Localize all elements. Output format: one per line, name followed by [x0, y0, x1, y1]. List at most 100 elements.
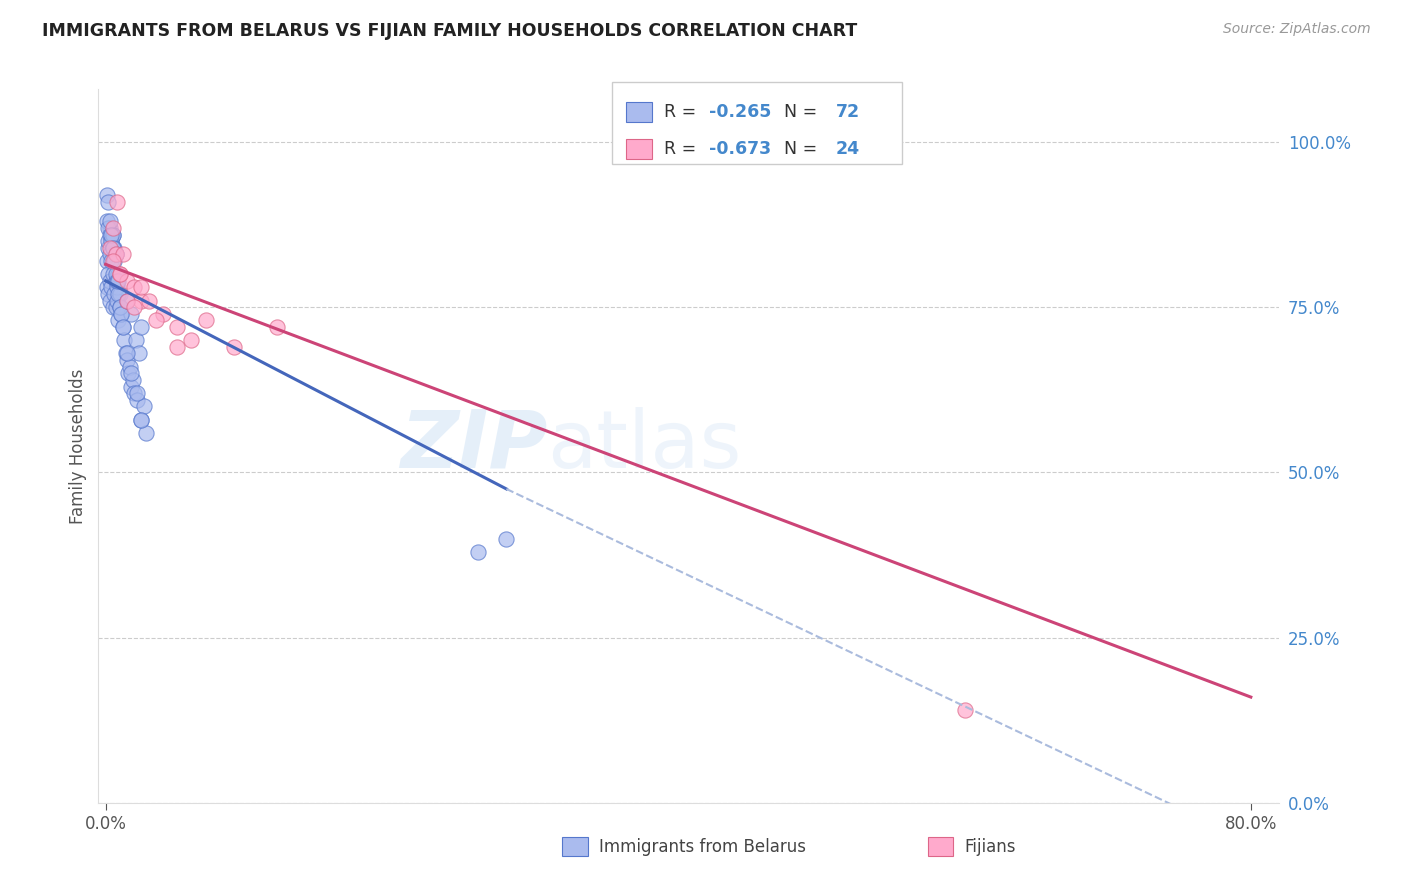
Point	[115, 274, 138, 288]
Point	[122, 300, 145, 314]
Point	[105, 293, 128, 308]
Point	[100, 234, 122, 248]
Point	[131, 320, 153, 334]
Point	[101, 227, 124, 242]
Point	[97, 194, 120, 209]
Text: N =: N =	[773, 140, 823, 159]
Point	[103, 287, 125, 301]
Point	[118, 359, 141, 374]
Bar	[626, 139, 652, 160]
Text: -0.265: -0.265	[709, 103, 772, 121]
Point	[104, 247, 127, 261]
Point	[100, 227, 122, 242]
Point	[108, 300, 131, 314]
Point	[104, 274, 127, 288]
Point	[98, 227, 121, 242]
Point	[96, 188, 118, 202]
Point	[101, 241, 124, 255]
Text: 24: 24	[835, 140, 859, 159]
Point	[152, 307, 174, 321]
Bar	[626, 103, 652, 122]
Point	[98, 221, 121, 235]
Point	[128, 346, 150, 360]
Point	[115, 293, 138, 308]
Text: ZIP: ZIP	[399, 407, 547, 485]
Point	[120, 307, 142, 321]
Point	[104, 300, 127, 314]
Text: N =: N =	[773, 103, 823, 121]
Point	[104, 247, 127, 261]
Point	[98, 241, 121, 255]
Point	[131, 280, 153, 294]
Text: Immigrants from Belarus: Immigrants from Belarus	[599, 838, 806, 855]
Point	[112, 333, 135, 347]
Point	[98, 293, 121, 308]
Point	[100, 254, 122, 268]
Point	[953, 703, 976, 717]
Point	[110, 307, 132, 321]
Point	[98, 214, 121, 228]
Point	[107, 274, 129, 288]
Point	[114, 346, 136, 360]
Point	[107, 313, 129, 327]
Point	[194, 313, 217, 327]
Point	[97, 267, 120, 281]
Point	[103, 254, 125, 268]
Text: R =: R =	[664, 103, 702, 121]
Point	[108, 267, 131, 281]
Point	[224, 340, 246, 354]
Point	[97, 241, 120, 255]
Point	[135, 425, 157, 440]
Point	[122, 386, 145, 401]
Point	[110, 307, 132, 321]
Point	[266, 320, 288, 334]
Point	[105, 274, 128, 288]
Point	[166, 320, 188, 334]
Point	[107, 287, 129, 301]
Point	[104, 267, 127, 281]
Point	[122, 280, 145, 294]
Point	[180, 333, 202, 347]
Point	[96, 214, 118, 228]
Point	[115, 353, 138, 368]
Point	[105, 194, 128, 209]
Text: 72: 72	[835, 103, 859, 121]
Point	[117, 367, 139, 381]
Point	[98, 274, 121, 288]
Point	[145, 313, 167, 327]
Point	[134, 400, 156, 414]
Point	[166, 340, 188, 354]
Text: atlas: atlas	[547, 407, 741, 485]
Point	[100, 234, 122, 248]
Point	[98, 247, 121, 261]
Point	[120, 379, 142, 393]
Point	[120, 367, 142, 381]
Point	[121, 373, 143, 387]
Point	[108, 287, 131, 301]
Point	[101, 254, 124, 268]
Point	[111, 320, 134, 334]
Point	[138, 293, 160, 308]
Point	[131, 412, 153, 426]
Text: IMMIGRANTS FROM BELARUS VS FIJIAN FAMILY HOUSEHOLDS CORRELATION CHART: IMMIGRANTS FROM BELARUS VS FIJIAN FAMILY…	[42, 22, 858, 40]
Point	[97, 234, 120, 248]
Point	[495, 532, 517, 546]
Point	[101, 221, 124, 235]
Point	[104, 247, 127, 261]
Text: R =: R =	[664, 140, 702, 159]
Point	[103, 241, 125, 255]
Point	[111, 247, 134, 261]
Point	[115, 346, 138, 360]
Point	[96, 254, 118, 268]
Point	[108, 267, 131, 281]
Point	[97, 287, 120, 301]
Point	[467, 545, 489, 559]
Point	[100, 280, 122, 294]
Point	[125, 392, 148, 407]
Point	[124, 333, 146, 347]
Y-axis label: Family Households: Family Households	[69, 368, 87, 524]
Point	[101, 227, 124, 242]
Point	[108, 300, 131, 314]
Point	[97, 221, 120, 235]
Point	[96, 280, 118, 294]
